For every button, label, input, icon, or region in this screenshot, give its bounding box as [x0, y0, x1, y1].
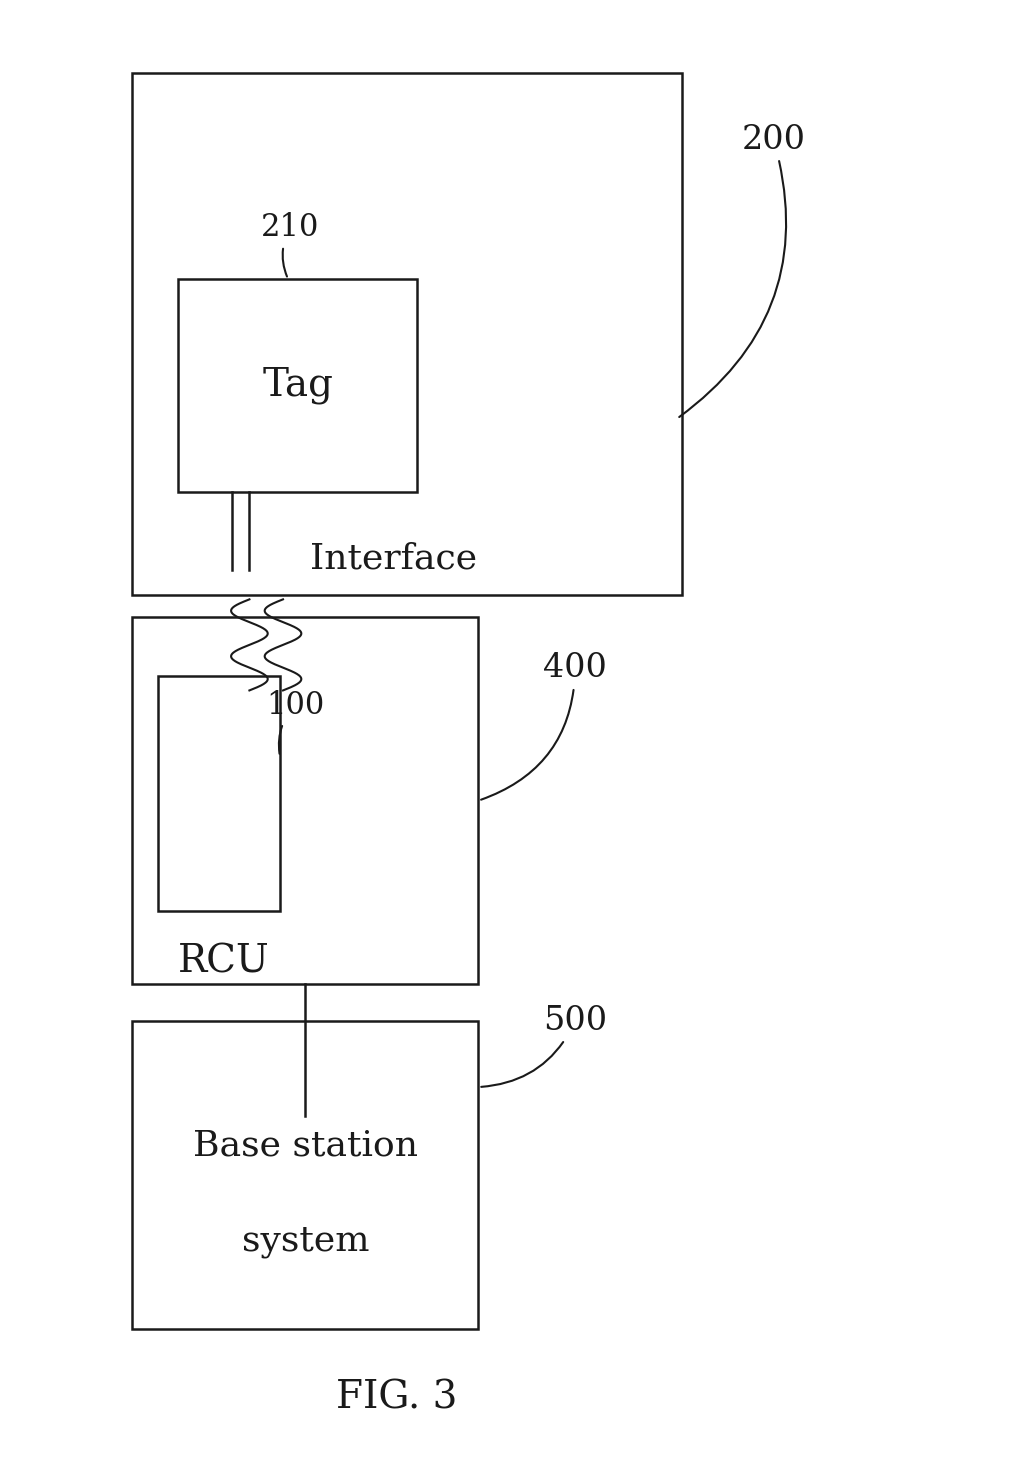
- Text: 400: 400: [482, 652, 607, 799]
- Text: system: system: [241, 1224, 370, 1259]
- Text: RCU: RCU: [178, 943, 270, 981]
- Text: Base station: Base station: [192, 1128, 418, 1163]
- Bar: [132, 73, 682, 595]
- Text: 200: 200: [679, 123, 805, 417]
- Text: 100: 100: [266, 689, 325, 754]
- Bar: [132, 617, 478, 984]
- Bar: [178, 279, 417, 492]
- Bar: [158, 676, 280, 911]
- Text: 210: 210: [261, 212, 320, 276]
- Bar: [132, 1021, 478, 1329]
- Text: Interface: Interface: [310, 541, 477, 576]
- Text: FIG. 3: FIG. 3: [336, 1379, 458, 1418]
- Text: Tag: Tag: [263, 367, 333, 404]
- Text: 500: 500: [482, 1005, 607, 1087]
